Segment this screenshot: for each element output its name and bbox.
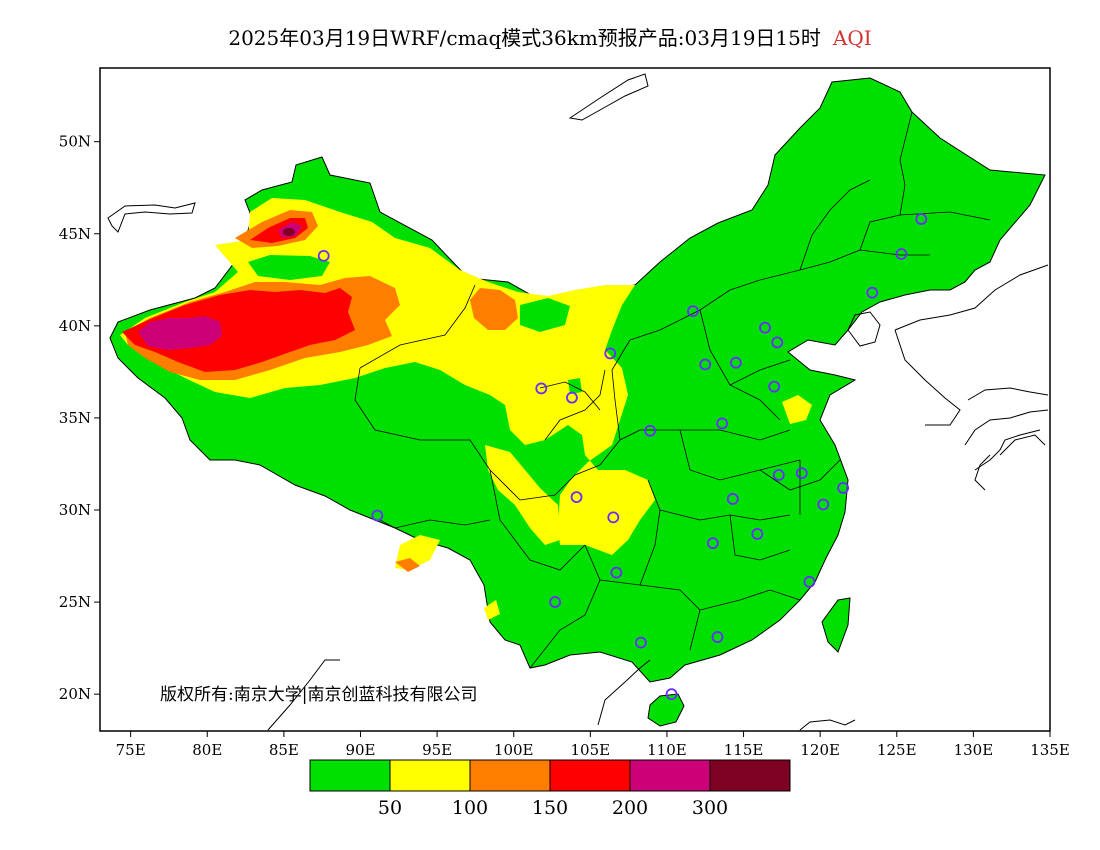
city-marker — [837, 481, 850, 494]
legend-swatch — [549, 759, 631, 792]
map-title: 2025年03月19日WRF/cmaq模式36km预报产品:03月19日15时 A… — [0, 22, 1100, 51]
x-tick-label: 120E — [800, 741, 840, 759]
city-marker — [607, 511, 620, 524]
city-marker — [570, 491, 583, 504]
legend-swatch — [469, 759, 551, 792]
taiwan-island — [821, 597, 851, 653]
city-marker — [803, 575, 816, 588]
city-marker — [699, 358, 712, 371]
x-tick-label: 85E — [269, 741, 299, 759]
legend-label: 200 — [612, 797, 648, 819]
legend-swatch — [389, 759, 471, 792]
x-tick-label: 115E — [724, 741, 764, 759]
x-tick-label: 75E — [116, 741, 146, 759]
aqi-region-moderate-yunnan — [484, 600, 500, 620]
city-marker — [665, 688, 678, 701]
city-marker — [771, 336, 784, 349]
legend-label: 100 — [452, 797, 488, 819]
province-boundaries — [354, 111, 991, 669]
copyright-notice: 版权所有:南京大学|南京创蓝科技有限公司 — [160, 685, 478, 705]
x-tick-label: 105E — [571, 741, 611, 759]
y-tick-label: 50N — [59, 133, 91, 151]
map-frame — [99, 67, 1051, 732]
legend-label: 300 — [692, 797, 728, 819]
aqi-region-good-ningxia — [568, 378, 582, 394]
city-marker — [716, 417, 728, 430]
hainan-island — [647, 693, 685, 727]
city-marker — [711, 631, 724, 643]
city-marker — [644, 424, 656, 437]
y-tick-label: 40N — [59, 317, 91, 335]
legend-label: 150 — [532, 797, 568, 819]
map-title-text: 2025年03月19日WRF/cmaq模式36km预报产品:03月19日15时 — [228, 26, 821, 50]
map-variable-label: AQI — [832, 26, 872, 50]
aqi-region-hazardous — [283, 228, 295, 236]
city-marker — [687, 305, 699, 318]
city-marker — [772, 469, 785, 481]
coastlines — [107, 73, 1049, 731]
aqi-region-unhealthy-tarim — [122, 288, 355, 372]
legend-label: 50 — [378, 797, 402, 819]
city-marker — [566, 391, 578, 404]
x-tick-label: 90E — [345, 741, 375, 759]
y-tick-label: 20N — [59, 685, 91, 703]
city-marker — [895, 248, 908, 260]
city-marker — [604, 347, 617, 360]
aqi-region-moderate-shandong — [782, 395, 812, 424]
city-marker — [817, 498, 830, 511]
y-tick-label: 30N — [59, 501, 91, 519]
city-marker — [751, 528, 764, 540]
city-markers — [317, 213, 928, 701]
aqi-region-usg-gansu — [470, 288, 518, 330]
aqi-legend: 50 100 150 200 300 — [309, 759, 791, 819]
city-marker — [768, 380, 781, 393]
y-axis: 20N 25N 30N 35N 40N 45N 50N — [59, 133, 100, 703]
x-tick-label: 135E — [1030, 741, 1070, 759]
x-tick-label: 80E — [192, 741, 222, 759]
x-axis: 75E 80E 85E 90E 95E 100E 105E 110E 115E 120E 125E 1… — [116, 731, 1070, 759]
legend-swatch — [709, 759, 791, 792]
city-marker — [866, 286, 879, 299]
city-marker — [729, 356, 742, 369]
city-marker — [634, 636, 647, 649]
x-tick-label: 125E — [877, 741, 917, 759]
city-marker — [371, 509, 384, 522]
x-tick-label: 95E — [422, 741, 452, 759]
city-marker — [549, 596, 561, 608]
city-marker — [707, 537, 719, 550]
city-marker — [726, 493, 739, 505]
legend-swatch — [629, 759, 711, 792]
y-tick-label: 25N — [59, 593, 91, 611]
y-tick-label: 35N — [59, 409, 91, 427]
legend-swatch — [309, 759, 391, 792]
y-tick-label: 45N — [59, 225, 91, 243]
aqi-region-moderate-sichuan — [485, 445, 560, 545]
city-marker — [610, 566, 623, 579]
city-marker — [317, 249, 330, 262]
city-marker — [759, 321, 771, 334]
aqi-region-good-qilian — [520, 298, 570, 332]
aqi-region-very-unhealthy-tarim — [138, 316, 222, 350]
city-marker — [535, 382, 548, 395]
city-marker — [795, 467, 808, 480]
aqi-region-usg-tibet — [395, 558, 420, 572]
city-marker — [915, 213, 928, 225]
map-layers — [107, 73, 1049, 731]
x-tick-label: 130E — [954, 741, 994, 759]
aqi-region-good-tianshan — [248, 255, 330, 280]
x-tick-label: 110E — [647, 741, 687, 759]
x-tick-label: 100E — [494, 741, 534, 759]
